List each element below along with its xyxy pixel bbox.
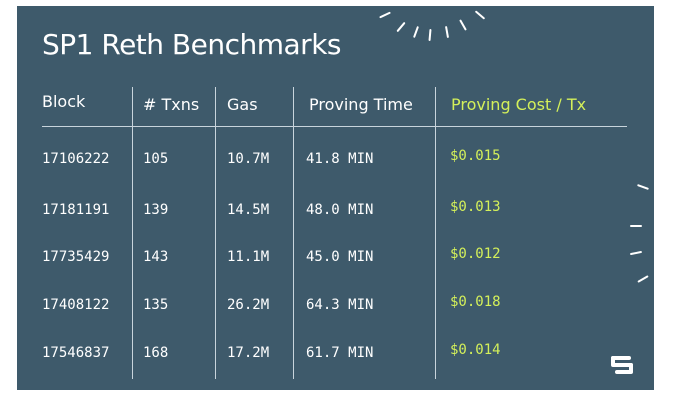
block-cell: 17735429 bbox=[42, 249, 110, 265]
gas-cell: 10.7M bbox=[227, 151, 270, 167]
sp1-logo-icon bbox=[608, 353, 638, 377]
txns-cell: 139 bbox=[143, 202, 169, 218]
table-row: 17408122 135 26.2M 64.3 MIN $0.018 bbox=[17, 294, 654, 321]
txns-cell: 105 bbox=[143, 151, 169, 167]
column-divider bbox=[435, 87, 436, 379]
gas-cell: 14.5M bbox=[227, 202, 270, 218]
table-row: 17181191 139 14.5M 48.0 MIN $0.013 bbox=[17, 199, 654, 226]
proving-time-cell: 61.7 MIN bbox=[306, 345, 374, 361]
block-cell: 17408122 bbox=[42, 297, 110, 313]
block-cell: 17181191 bbox=[42, 202, 110, 218]
txns-cell: 168 bbox=[143, 345, 169, 361]
column-header-proving-cost: Proving Cost / Tx bbox=[451, 95, 587, 114]
table-row: 17735429 143 11.1M 45.0 MIN $0.012 bbox=[17, 246, 654, 273]
column-divider bbox=[215, 87, 216, 379]
table-row: 17546837 168 17.2M 61.7 MIN $0.014 bbox=[17, 342, 654, 369]
header-divider bbox=[42, 126, 627, 127]
block-cell: 17546837 bbox=[42, 345, 110, 361]
gas-cell: 11.1M bbox=[227, 249, 270, 265]
benchmark-slide: SP1 Reth Benchmarks Block # Txns Gas Pro… bbox=[17, 6, 654, 390]
column-header-proving-time: Proving Time bbox=[309, 95, 413, 114]
proving-cost-cell: $0.014 bbox=[450, 342, 501, 358]
column-divider bbox=[132, 87, 133, 379]
proving-time-cell: 64.3 MIN bbox=[306, 297, 374, 313]
txns-cell: 143 bbox=[143, 249, 169, 265]
slide-title: SP1 Reth Benchmarks bbox=[42, 28, 342, 61]
gas-cell: 26.2M bbox=[227, 297, 270, 313]
proving-cost-cell: $0.015 bbox=[450, 148, 501, 164]
table-row: 17106222 105 10.7M 41.8 MIN $0.015 bbox=[17, 148, 654, 175]
block-cell: 17106222 bbox=[42, 151, 110, 167]
txns-cell: 135 bbox=[143, 297, 169, 313]
proving-time-cell: 41.8 MIN bbox=[306, 151, 374, 167]
proving-cost-cell: $0.013 bbox=[450, 199, 501, 215]
column-header-txns: # Txns bbox=[143, 95, 200, 114]
proving-time-cell: 45.0 MIN bbox=[306, 249, 374, 265]
proving-cost-cell: $0.012 bbox=[450, 246, 501, 262]
gas-cell: 17.2M bbox=[227, 345, 270, 361]
column-divider bbox=[293, 87, 294, 379]
column-header-gas: Gas bbox=[227, 95, 258, 114]
column-header-block: Block bbox=[42, 92, 86, 111]
proving-time-cell: 48.0 MIN bbox=[306, 202, 374, 218]
proving-cost-cell: $0.018 bbox=[450, 294, 501, 310]
